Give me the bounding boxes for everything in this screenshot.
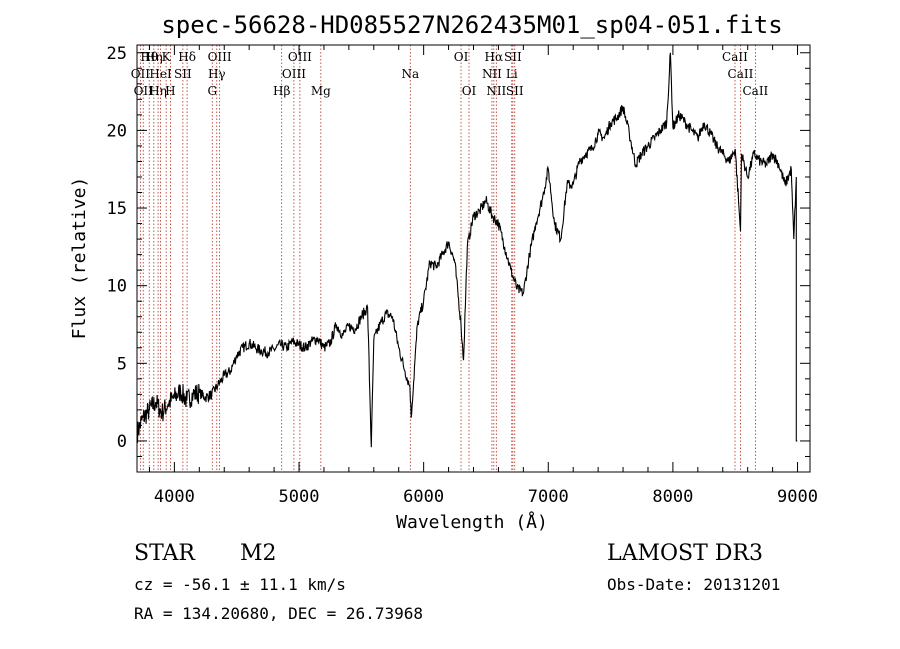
line-marker-label: CaII	[728, 67, 754, 81]
line-marker-label: SII	[506, 84, 524, 98]
redshift-velocity: cz = -56.1 ± 11.1 km/s	[134, 575, 346, 594]
line-marker-label: CaII	[742, 84, 768, 98]
object-class: STAR	[134, 541, 195, 566]
line-marker-label: OI	[454, 50, 469, 64]
line-marker-label: Hγ	[208, 67, 226, 81]
line-marker-label: Hη	[145, 50, 163, 64]
line-marker-label: G	[207, 84, 217, 98]
x-tick-label: 4000	[154, 487, 195, 507]
y-axis-label: Flux (relative)	[69, 177, 90, 340]
line-marker-label: Na	[401, 67, 419, 81]
plot-frame	[136, 44, 811, 473]
y-tick-label: 25	[107, 44, 127, 64]
ra-dec-coordinates: RA = 134.20680, DEC = 26.73968	[134, 604, 423, 623]
x-tick-label: 8000	[652, 487, 693, 507]
survey-name: LAMOST DR3	[607, 541, 763, 566]
line-marker-label: SII	[504, 50, 522, 64]
axis-ticks	[137, 45, 810, 473]
line-marker-label: OIII	[288, 50, 312, 64]
y-tick-label: 15	[107, 199, 127, 219]
observation-date: Obs-Date: 20131201	[607, 575, 781, 594]
line-marker-label: SII	[174, 67, 192, 81]
y-tick-label: 5	[117, 354, 127, 374]
line-marker-label: Li	[506, 67, 518, 81]
axis-tick-labels: 4000 5000 6000 7000 8000 9000 0 5 10 15 20 25	[107, 44, 818, 507]
line-marker-label: Hθ	[140, 50, 158, 64]
line-marker-labels: OIIOIIHθHηHηHeIKHSIIHδGHγOIIIHβOIIIOIIIM…	[131, 50, 769, 98]
line-marker-label: Hδ	[178, 50, 196, 64]
line-markers	[139, 45, 756, 472]
line-marker-label: NII	[482, 67, 502, 81]
spectrum-line	[136, 52, 798, 448]
y-tick-label: 10	[107, 277, 127, 297]
line-marker-label: HeI	[149, 67, 172, 81]
line-marker-label: OII	[134, 84, 154, 98]
x-tick-label: 9000	[777, 487, 818, 507]
line-marker-label: CaII	[722, 50, 748, 64]
chart-title: spec-56628-HD085527N262435M01_sp04-051.f…	[161, 11, 782, 39]
y-tick-label: 0	[117, 432, 127, 452]
object-subclass: M2	[240, 541, 277, 566]
line-marker-label: K	[162, 50, 172, 64]
line-marker-label: Hα	[485, 50, 504, 64]
line-marker-label: Mg	[311, 84, 331, 98]
line-marker-label: H	[165, 84, 175, 98]
y-tick-label: 20	[107, 121, 127, 141]
x-tick-label: 7000	[528, 487, 569, 507]
line-marker-label: Hη	[149, 84, 167, 98]
line-marker-label: OII	[131, 67, 151, 81]
x-tick-label: 5000	[279, 487, 320, 507]
line-marker-label: NII	[486, 84, 506, 98]
x-axis-label: Wavelength (Å)	[396, 511, 548, 533]
line-marker-label: OI	[462, 84, 477, 98]
line-marker-label: OIII	[208, 50, 232, 64]
line-marker-label: Hβ	[273, 84, 290, 98]
line-marker-label: OIII	[282, 67, 306, 81]
x-tick-label: 6000	[403, 487, 444, 507]
